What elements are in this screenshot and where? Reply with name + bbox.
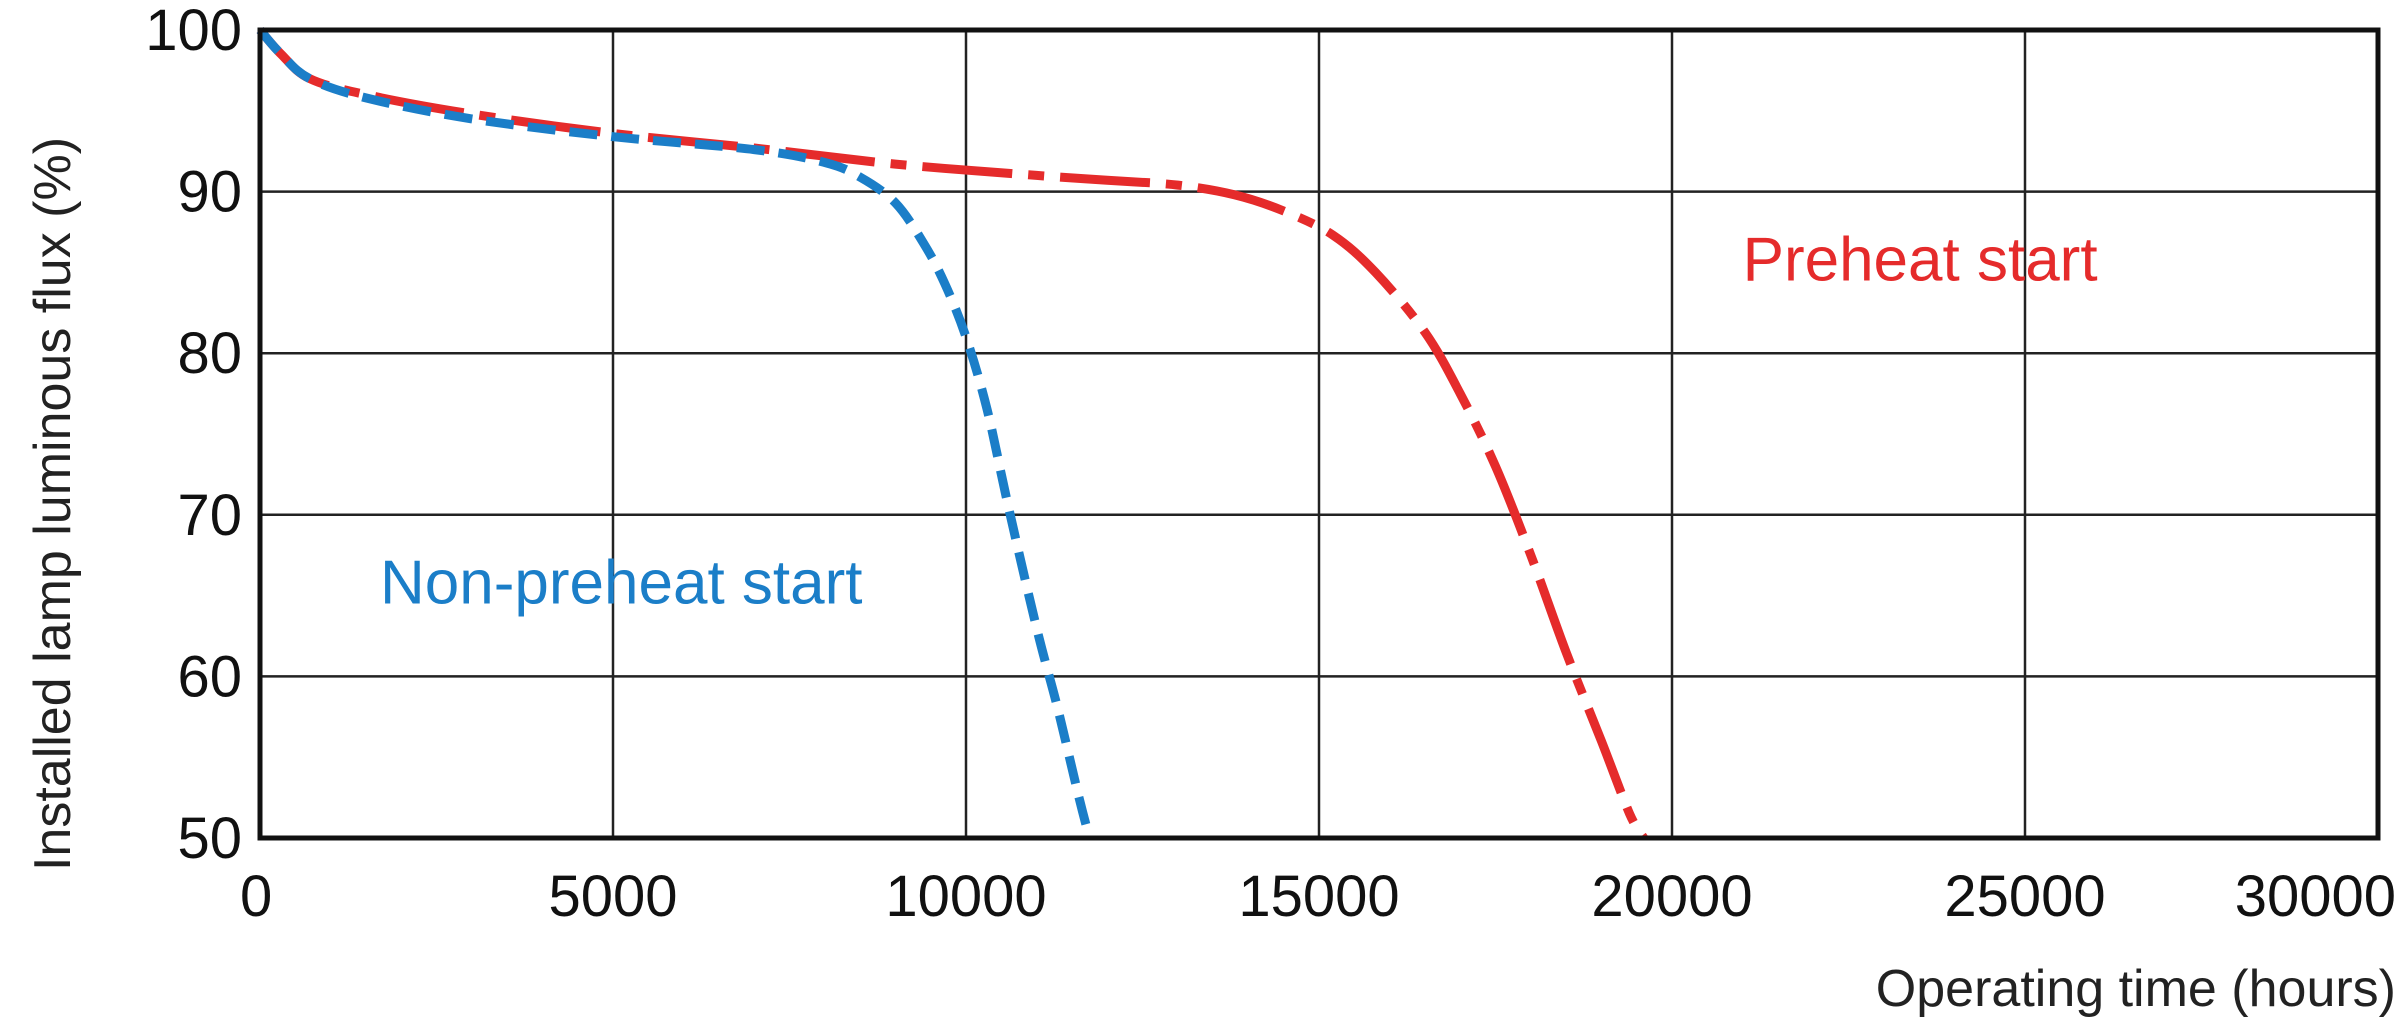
series-line-preheat-start (256, 27, 1648, 841)
grid (260, 30, 2378, 838)
x-tick-label: 15000 (1238, 864, 1399, 929)
x-tick-label: 20000 (1591, 864, 1752, 929)
tick-labels: 0 5000 10000 15000 20000 25000 30000 50 60 70 80 90… (145, 0, 2396, 929)
x-tick-label: 5000 (548, 864, 677, 929)
series-label-non-preheat-start: Non-preheat start (380, 549, 862, 618)
y-tick-label: 50 (177, 806, 242, 871)
y-axis-label: Installed lamp luminous flux (%) (24, 137, 82, 871)
y-tick-label: 70 (177, 483, 242, 548)
x-tick-label: 30000 (2235, 864, 2396, 929)
x-axis-label: Operating time (hours) (1876, 960, 2396, 1018)
y-tick-label: 80 (177, 321, 242, 386)
x-tick-label: 25000 (1944, 864, 2105, 929)
series-annotations: Preheat start Non-preheat start (380, 225, 2098, 617)
y-tick-label: 90 (177, 160, 242, 225)
series-lines (256, 27, 1648, 841)
y-tick-label: 60 (177, 644, 242, 709)
series-label-preheat-start: Preheat start (1743, 225, 2098, 294)
x-tick-label: 0 (240, 864, 272, 929)
plot-frame (257, 27, 2381, 841)
x-tick-label: 10000 (885, 864, 1046, 929)
y-tick-label: 100 (145, 0, 242, 63)
series-line-non-preheat-start (256, 27, 1094, 840)
